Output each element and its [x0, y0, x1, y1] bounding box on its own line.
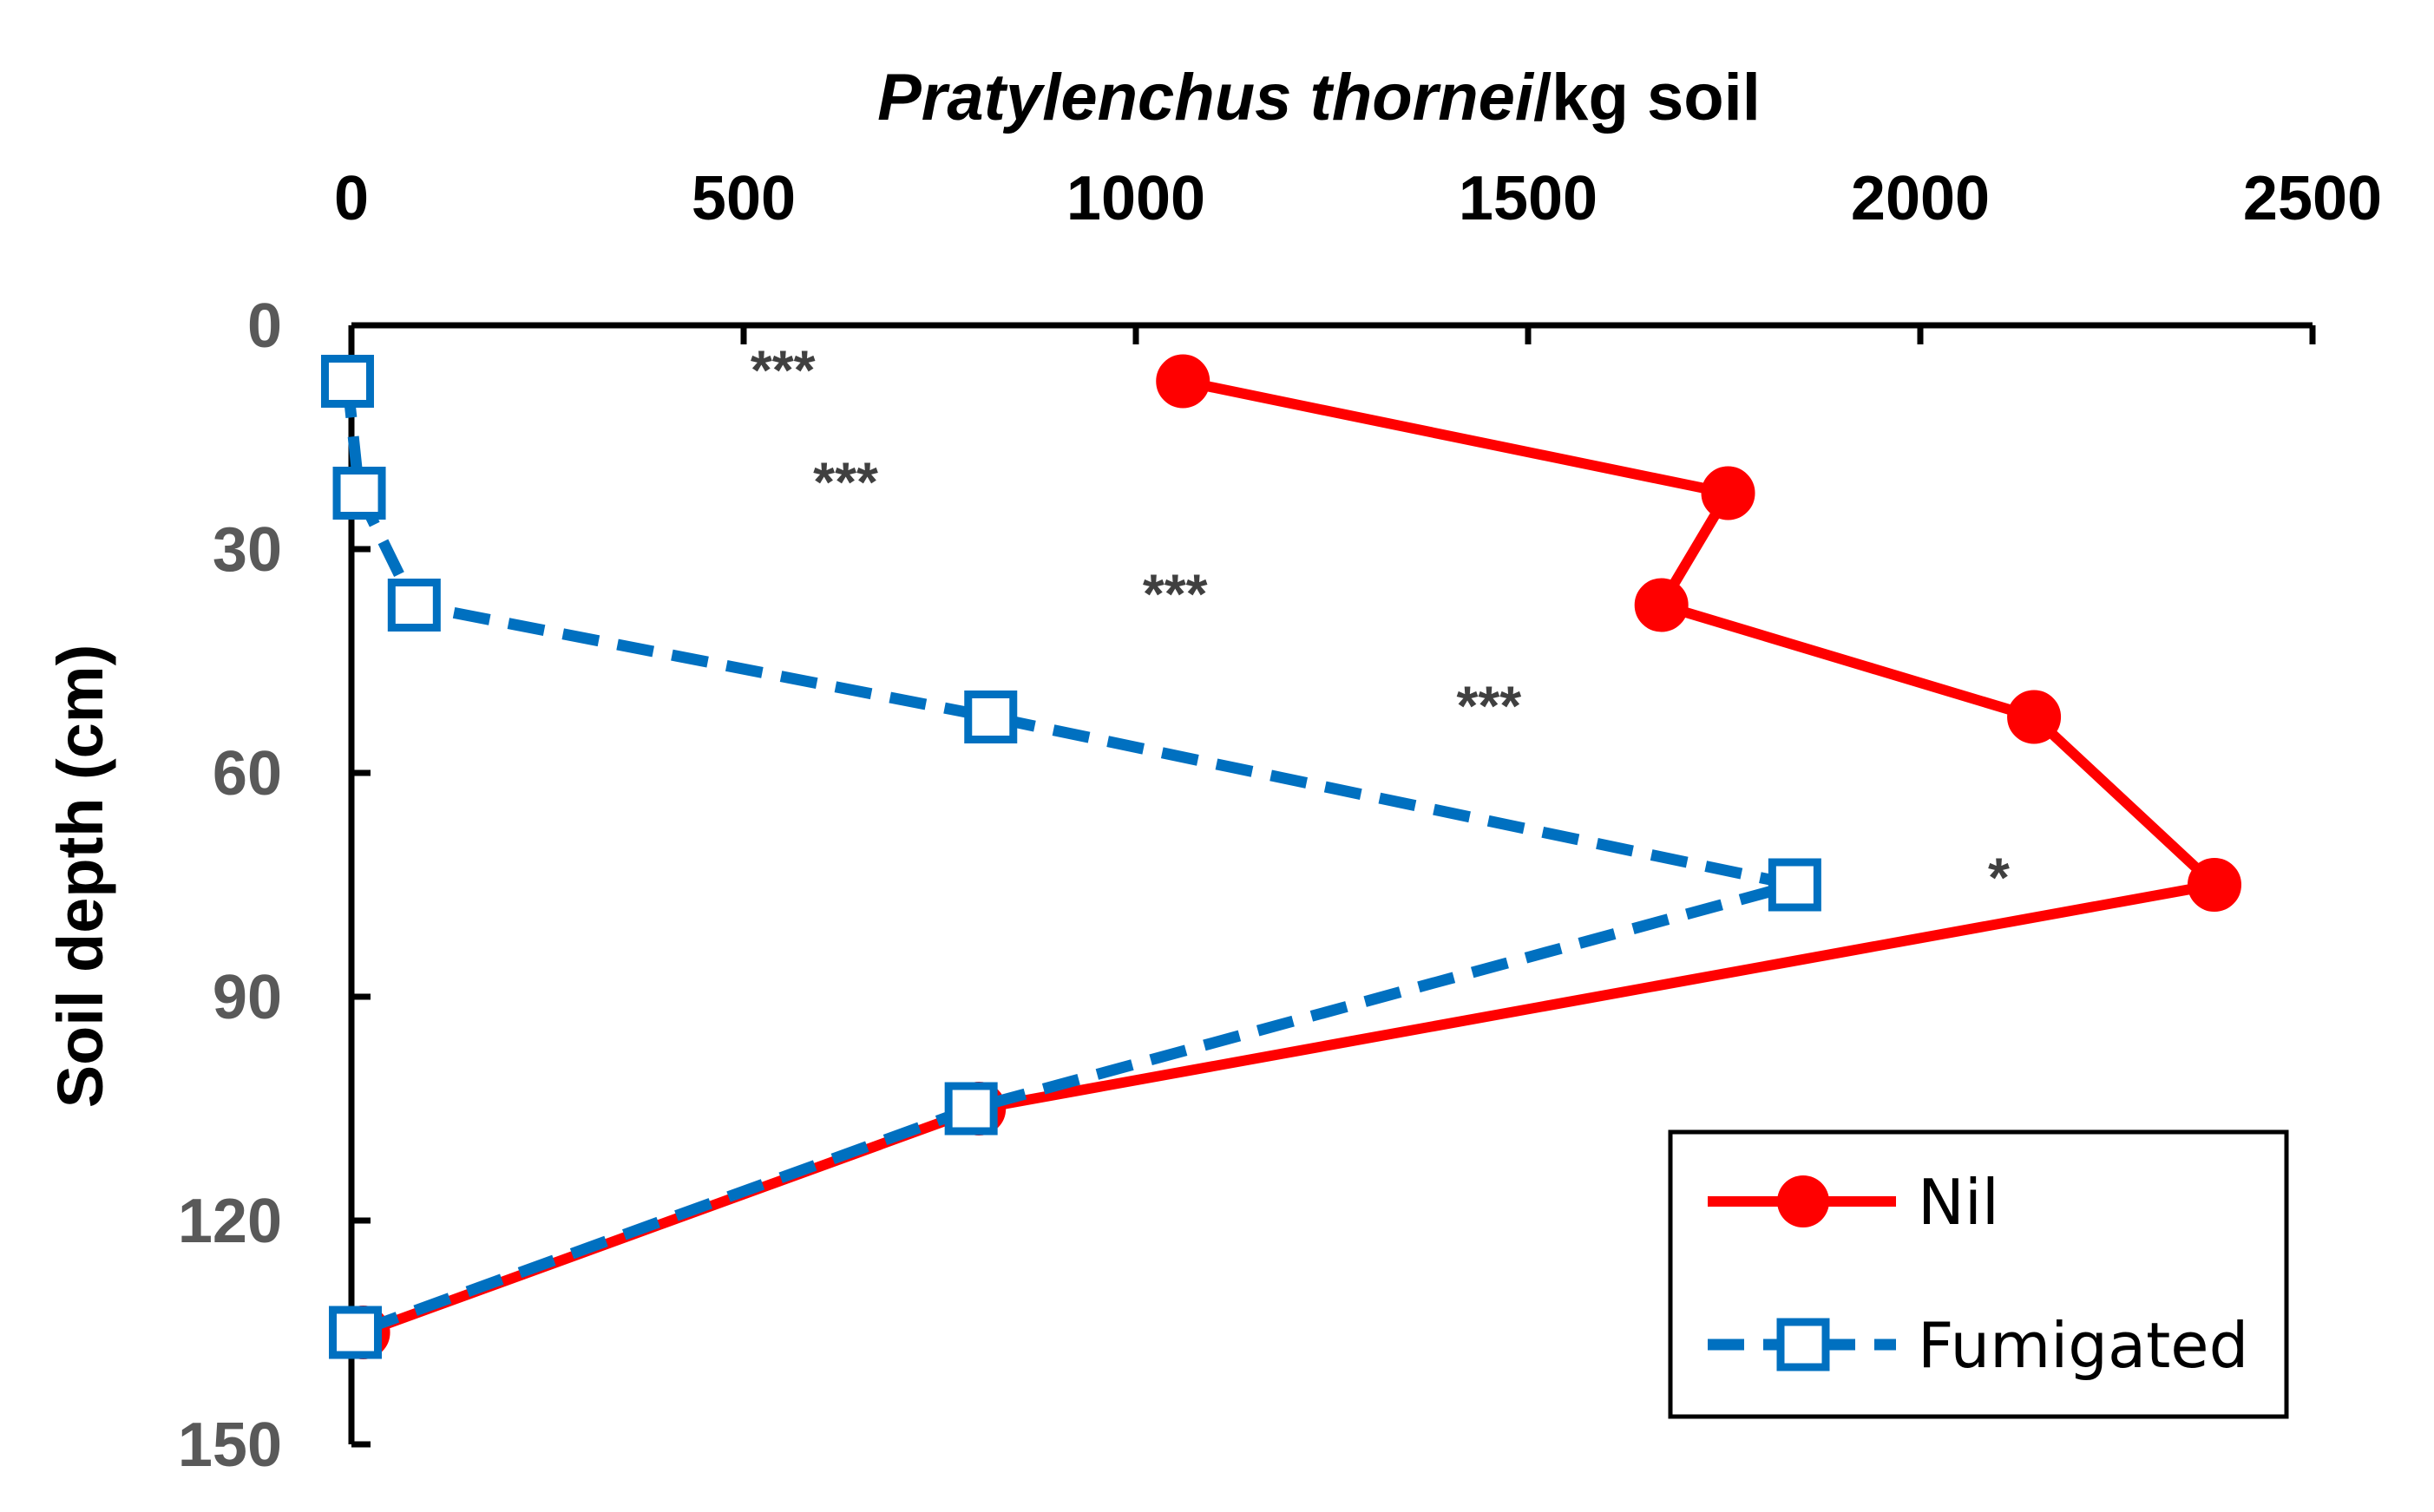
data-point-fumigated: [332, 467, 386, 520]
data-point-nil: [2007, 690, 2062, 744]
legend: Nil Fumigated: [1668, 1129, 2289, 1419]
significance-annotation: ***: [813, 451, 878, 514]
significance-annotation: ***: [751, 339, 816, 402]
data-point-nil: [1156, 354, 1210, 409]
data-point-fumigated: [387, 579, 441, 632]
legend-box: [1668, 1129, 2289, 1419]
y-tick-label: 90: [213, 963, 282, 1032]
y-tick-label: 120: [178, 1187, 282, 1256]
y-tick-label: 60: [213, 739, 282, 808]
significance-annotation: ***: [1143, 563, 1208, 625]
data-point-nil: [2188, 858, 2241, 912]
series-line-fumigated: [342, 380, 1801, 1339]
y-tick-label: 30: [213, 515, 282, 585]
data-point-fumigated: [1768, 858, 1821, 912]
y-tick-label: 150: [178, 1411, 282, 1480]
chart-title-rest: /kg soil: [1533, 61, 1761, 134]
x-tick-label: 500: [692, 164, 796, 233]
legend-label-fumigated: Fumigated: [1918, 1309, 2248, 1382]
legend-marker-nil: [1777, 1175, 1829, 1227]
data-point-nil: [1701, 466, 1755, 520]
legend-marker-fumigated: [1776, 1318, 1830, 1371]
chart-title-italic: Pratylenchus thornei: [877, 61, 1535, 134]
x-tick-label: 0: [334, 164, 369, 233]
x-tick-label: 2000: [1851, 164, 1990, 233]
significance-annotation: *: [1988, 846, 2010, 908]
plot-area: 0 500 1000 1500 2000 25000306090120150*******…: [178, 164, 2382, 1480]
legend-label-nil: Nil: [1918, 1166, 1999, 1239]
y-axis-label: Soil depth (cm): [44, 645, 116, 1108]
x-tick-label: 2500: [2243, 164, 2382, 233]
chart-title: Pratylenchus thornei/kg soil: [877, 61, 1761, 134]
significance-annotation: ***: [1456, 675, 1521, 737]
data-point-fumigated: [964, 691, 1018, 743]
x-tick-label: 1000: [1066, 164, 1205, 233]
data-point-fumigated: [329, 1306, 383, 1359]
data-point-fumigated: [320, 355, 374, 408]
y-tick-label: 0: [247, 291, 282, 361]
data-point-nil: [1634, 578, 1689, 632]
data-point-fumigated: [944, 1082, 998, 1136]
x-tick-label: 1500: [1459, 164, 1598, 233]
